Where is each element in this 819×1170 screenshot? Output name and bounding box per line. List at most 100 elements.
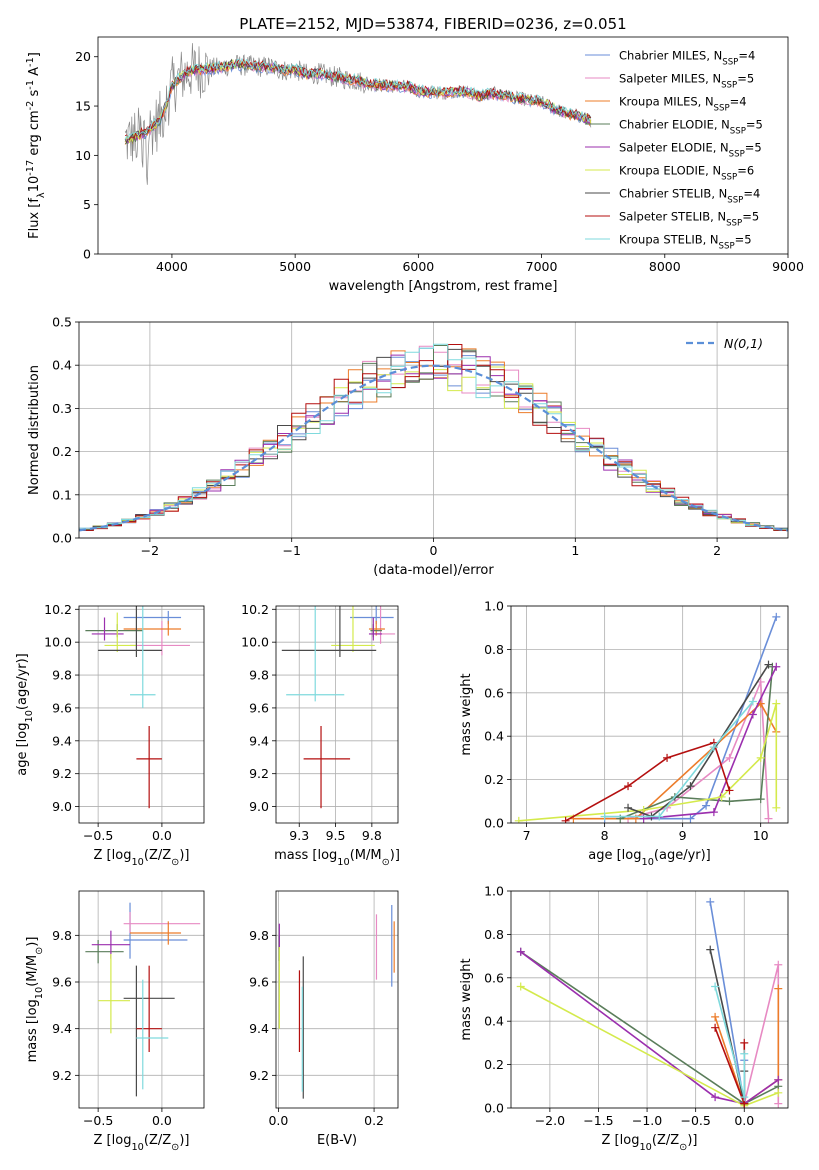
weight-marker	[774, 1099, 783, 1108]
x-tick-label: 9.3	[289, 828, 309, 843]
label-text: )]	[179, 848, 189, 863]
label-text: ]	[27, 52, 42, 57]
weight-marker	[772, 699, 781, 708]
label-text: (data-model)/error	[373, 563, 494, 578]
label-script: 10	[131, 857, 143, 868]
label-script: -2	[25, 101, 36, 111]
x-axis-label: mass [log10(M/M⊙)]	[274, 848, 400, 868]
weight-marker	[561, 816, 570, 823]
y-tick-label: 10	[75, 148, 91, 163]
x-tick-label: 4000	[156, 259, 188, 274]
label-text: )]	[25, 937, 40, 947]
label-script: 10	[34, 987, 45, 999]
legend-entry: Kroupa ELODIE, NSSP=6	[619, 164, 754, 183]
x-axis-label: E(B-V)	[317, 1133, 357, 1148]
legend-entry: N(0,1)	[724, 336, 763, 351]
weight-marker	[748, 697, 757, 706]
plot-area	[79, 343, 788, 532]
label-text: A	[27, 67, 42, 80]
y-tick-label: 10.2	[241, 602, 269, 617]
y-axis-label: Flux [fλ10-17 erg cm-2 s-1 A-1]	[25, 52, 47, 239]
label-text: (age/yr)]	[654, 848, 711, 863]
label-text: (age/yr)]	[15, 653, 30, 710]
x-tick-label: −1	[282, 543, 300, 558]
label-text: 10	[27, 176, 42, 193]
weight-marker	[624, 803, 633, 812]
label-text: Chabrier STELIB, N	[619, 187, 727, 201]
y-tick-label: 0.4	[52, 358, 72, 373]
y-tick-label: 0.2	[484, 1057, 504, 1072]
weight-marker	[774, 984, 783, 993]
x-tick-label: 6000	[402, 259, 434, 274]
y-axis-label: mass weight	[459, 673, 474, 755]
label-text: erg cm	[27, 110, 42, 159]
label-text: Z [log	[602, 1133, 640, 1148]
y-tick-label: 10.0	[44, 635, 72, 650]
y-tick-label: 9.6	[52, 975, 72, 990]
weight-marker	[702, 801, 711, 810]
label-text: =5	[742, 210, 759, 224]
panel-age-vs-mass: 9.3 9.5 9.8 9.0 9.2 9.4 9.6 9.8 10.0 10.2 mass [lo…	[241, 602, 400, 868]
y-tick-label: 9.0	[52, 799, 72, 814]
x-axis-label: age [log10(age/yr)]	[588, 848, 711, 868]
label-text: age [log	[588, 848, 641, 863]
label-script: SSP	[721, 81, 737, 91]
y-tick-label: 0.3	[52, 401, 72, 416]
weight-marker	[774, 960, 783, 969]
label-text: wavelength [Angstrom, rest frame]	[329, 279, 558, 294]
x-axis-label: Z [log10(Z/Z⊙)]	[602, 1133, 698, 1153]
weight-marker	[709, 743, 718, 752]
y-tick-label: 0.8	[484, 927, 504, 942]
weight-line	[643, 666, 778, 820]
weight-marker	[706, 945, 715, 954]
legend-entry: Chabrier STELIB, NSSP=4	[619, 187, 760, 206]
x-tick-label: 0.0	[152, 1113, 172, 1128]
label-script: 10	[641, 857, 653, 868]
label-script: SSP	[727, 196, 743, 206]
weight-marker	[725, 753, 734, 762]
x-tick-label: 9000	[772, 259, 804, 274]
label-text: =4	[730, 95, 747, 109]
weight-marker	[711, 1093, 720, 1102]
y-tick-label: 0.2	[52, 444, 72, 459]
y-tick-label: 9.8	[52, 928, 72, 943]
weight-marker	[725, 797, 734, 806]
weight-marker	[772, 612, 781, 621]
weight-line	[604, 700, 754, 818]
weight-marker	[756, 753, 765, 762]
label-text: mass weight	[459, 673, 474, 755]
y-tick-label: 0.2	[484, 772, 504, 787]
y-tick-label: 9.2	[249, 766, 269, 781]
y-tick-label: 9.8	[249, 668, 269, 683]
y-tick-label: 0.0	[484, 816, 504, 831]
y-tick-label: 9.0	[249, 799, 269, 814]
panel-residuals: −2 −1 0 1 2 0.0 0.1 0.2 0.3 0.4 0.5 (data-model)/er…	[27, 315, 789, 578]
y-tick-label: 0.6	[484, 970, 504, 985]
plot-area	[281, 606, 396, 809]
y-tick-label: 9.6	[249, 700, 269, 715]
weight-line	[520, 951, 779, 1105]
y-tick-label: 15	[75, 99, 91, 114]
weight-marker	[774, 1075, 783, 1084]
label-text: =5	[735, 233, 752, 247]
weight-marker	[764, 660, 773, 669]
label-text: (Z/Z	[144, 848, 171, 863]
label-script: SSP	[729, 150, 745, 160]
plot-area	[85, 902, 201, 1097]
x-tick-label: 0	[430, 543, 438, 558]
weight-marker	[686, 814, 695, 823]
label-script: ⊙	[171, 857, 179, 868]
label-script: -1	[25, 80, 36, 90]
label-text: (Z/Z	[144, 1133, 171, 1148]
axes-frame	[275, 890, 399, 1109]
axes-frame	[97, 36, 789, 255]
y-tick-label: 0.4	[484, 729, 504, 744]
label-script: 10	[24, 710, 35, 722]
chart-layer: 4000 5000 6000 7000 8000 900005101520waveleng…	[15, 36, 804, 1153]
label-text: (M/M	[25, 955, 40, 987]
weight-marker	[639, 805, 648, 814]
axes-frame	[275, 605, 399, 824]
